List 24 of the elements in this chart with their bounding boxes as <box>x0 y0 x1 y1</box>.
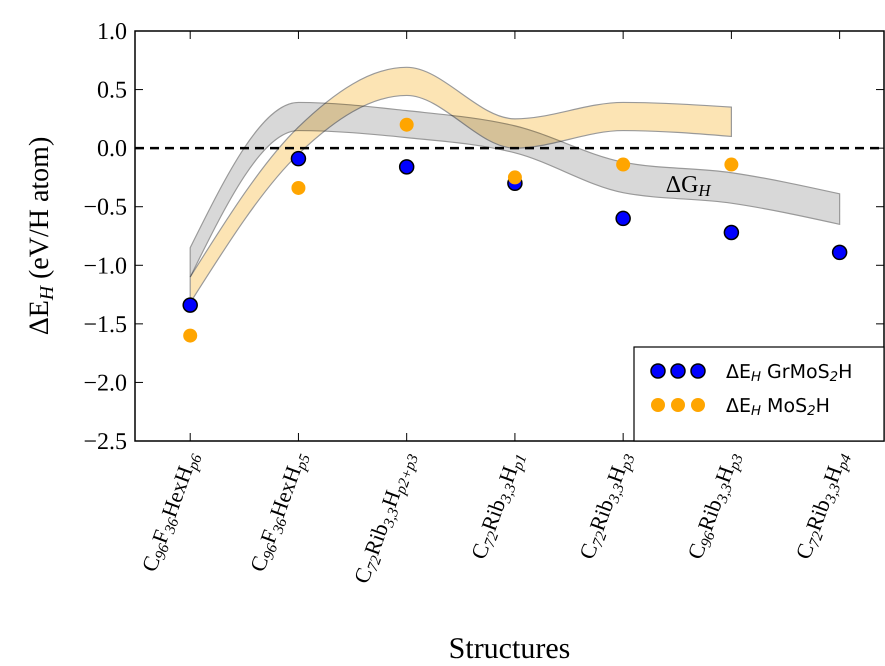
y-tick-label: 1.0 <box>97 19 127 45</box>
y-tick-label: −2.0 <box>83 370 127 396</box>
annotation: ΔG$_{H}$ <box>666 172 712 200</box>
point <box>291 180 306 195</box>
point <box>398 159 414 175</box>
point <box>508 170 522 184</box>
point <box>832 244 848 260</box>
y-tick-label: 0.0 <box>97 136 127 162</box>
y-tick-label: −1.5 <box>83 312 127 338</box>
point <box>183 328 198 343</box>
y-tick-label: 0.5 <box>97 78 127 104</box>
point <box>400 118 414 132</box>
point <box>724 158 738 172</box>
y-tick-label: −0.5 <box>83 194 127 221</box>
y-tick-label: −2.5 <box>83 429 127 455</box>
point <box>615 210 631 226</box>
legend-label: ΔE$_{H}$ GrMoS$_{2}$H <box>726 361 852 386</box>
x-axis-title: Structures <box>448 632 570 665</box>
y-tick-label: −1.0 <box>83 253 127 280</box>
point <box>290 150 306 166</box>
point <box>724 224 740 240</box>
point <box>182 297 198 313</box>
legend-label: ΔE$_{H}$ MoS$_{2}$H <box>726 395 830 420</box>
point <box>616 158 630 172</box>
